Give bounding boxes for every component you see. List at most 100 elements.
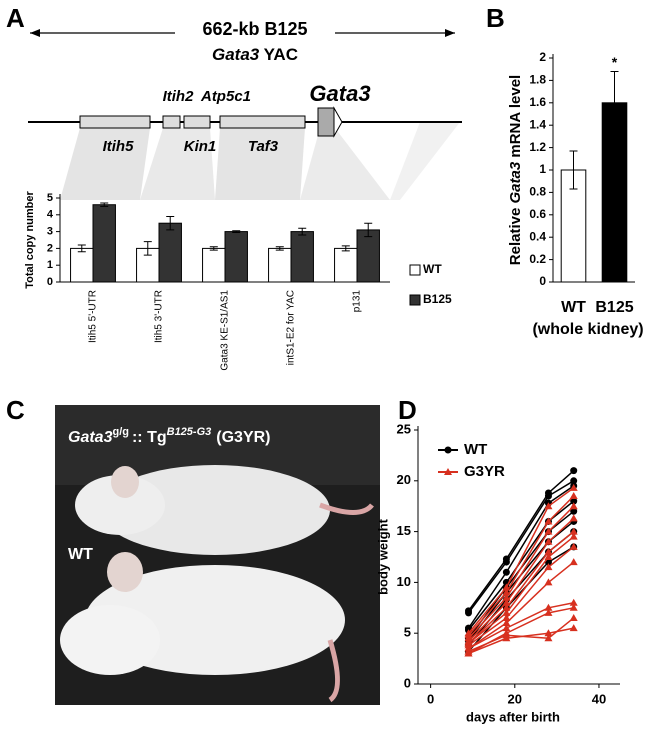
data-line — [468, 536, 575, 644]
data-line — [467, 487, 575, 634]
y-tick-label: 10 — [397, 574, 411, 589]
y-tick-label: 0.6 — [529, 207, 546, 221]
bar — [70, 247, 94, 283]
marker — [502, 631, 511, 639]
legend-label: B125 — [423, 292, 452, 306]
error-bar — [610, 70, 619, 135]
x-tick-label: WT — [561, 299, 586, 316]
error-bar — [275, 246, 284, 251]
marker — [544, 517, 553, 525]
marker — [544, 502, 553, 510]
diagram-subtitle: Gata3 YAC — [212, 45, 298, 64]
text: mRNA level — [507, 75, 524, 158]
text: Gata3 — [507, 161, 524, 203]
gene-label: Kin1 — [184, 138, 217, 155]
y-axis-label: Total copy number — [24, 190, 36, 288]
data-line — [467, 531, 575, 644]
marker — [502, 558, 510, 566]
x-tick-label: Itih5 3'-UTR — [154, 290, 165, 343]
marker — [544, 603, 553, 611]
y-axis-label: body weight — [375, 518, 390, 595]
marker — [502, 613, 511, 621]
marker — [544, 608, 553, 616]
gene-label: Atp5c1 — [200, 88, 251, 105]
legend-label: WT — [464, 441, 487, 458]
marker — [569, 483, 578, 491]
data-line — [467, 517, 575, 642]
marker — [570, 467, 578, 475]
data-line — [467, 480, 575, 614]
marker — [502, 608, 511, 616]
error-bar — [143, 241, 152, 256]
y-tick-label: 1.8 — [529, 73, 546, 87]
y-tick-label: 15 — [397, 523, 411, 538]
panel-label: B — [486, 3, 505, 33]
y-tick-label: 2 — [539, 50, 546, 64]
marker — [569, 613, 578, 621]
y-tick-label: 5 — [404, 625, 411, 640]
legend-label: G3YR — [464, 463, 505, 480]
marker — [569, 532, 578, 540]
marker — [570, 497, 578, 505]
legend-marker — [444, 468, 452, 475]
bar — [224, 231, 248, 283]
photo — [55, 405, 380, 705]
y-tick-label: 25 — [397, 421, 411, 436]
significance-mark: * — [612, 54, 618, 70]
panel-label: C — [6, 395, 25, 425]
error-bar — [209, 246, 218, 251]
y-tick-label: 0 — [404, 675, 411, 690]
error-bar — [298, 227, 307, 236]
y-tick-label: 5 — [47, 192, 53, 204]
marker — [502, 568, 510, 576]
data-line — [468, 627, 574, 655]
gene-label: Itih5 — [103, 138, 134, 155]
marker — [569, 542, 578, 550]
y-tick-label: 1.2 — [529, 140, 546, 154]
data-line — [467, 470, 575, 612]
text: B125-G3 — [167, 426, 212, 438]
data-line — [467, 495, 575, 636]
data-line — [467, 485, 575, 629]
diagram-title: 662-kb B125 — [202, 19, 307, 39]
marker — [570, 507, 578, 515]
x-tick-label: 40 — [592, 691, 606, 706]
data-line — [468, 546, 575, 646]
marker — [569, 598, 578, 606]
y-tick-label: 1.4 — [529, 117, 546, 131]
marker — [569, 514, 578, 522]
data-line — [468, 601, 574, 650]
marker — [569, 624, 578, 632]
y-tick-label: 0 — [539, 274, 546, 288]
text: (G3YR) — [216, 429, 270, 446]
gene-name: Gata3 — [212, 45, 260, 64]
x-tick-label: Itih5 5'-UTR — [88, 290, 99, 343]
data-line — [468, 561, 575, 650]
legend-swatch — [409, 264, 421, 276]
text: Relative — [507, 208, 524, 266]
text: YAC — [264, 45, 298, 64]
y-tick-label: 3 — [47, 226, 53, 238]
y-tick-label: 0.2 — [529, 252, 546, 266]
panel-label: D — [398, 395, 417, 425]
bar — [158, 222, 182, 283]
marker — [544, 578, 553, 586]
marker — [502, 624, 511, 632]
marker — [544, 634, 553, 642]
marker — [544, 629, 553, 637]
y-axis-label: Relative Gata3 mRNA level — [507, 75, 524, 265]
y-tick-label: 0 — [47, 276, 53, 288]
error-bar — [100, 202, 109, 207]
marker — [464, 647, 473, 655]
y-tick-label: 0.4 — [529, 229, 546, 243]
legend-marker — [444, 446, 452, 454]
y-tick-label: 2 — [47, 242, 53, 254]
gene-label: Taf3 — [248, 138, 279, 155]
error-bar — [232, 230, 241, 233]
bar — [290, 231, 314, 283]
marker — [544, 547, 553, 555]
error-bar — [341, 245, 350, 252]
marker — [569, 558, 578, 566]
panel-label: A — [6, 3, 25, 33]
x-tick-label: intS1-E2 for YAC — [286, 290, 297, 365]
